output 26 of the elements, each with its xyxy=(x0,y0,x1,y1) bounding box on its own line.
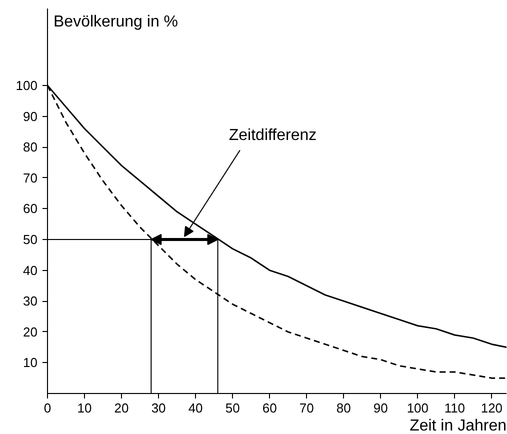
y-tick-label: 60 xyxy=(23,201,38,216)
x-tick-label: 60 xyxy=(262,400,277,416)
x-tick-label: 10 xyxy=(77,400,92,416)
x-tick-label: 20 xyxy=(114,400,129,416)
x-tick-label: 90 xyxy=(373,400,388,416)
y-axis-title: Bevölkerung in % xyxy=(54,14,178,30)
annotation: Zeitdifferenz xyxy=(228,127,317,144)
y-tick-label: 20 xyxy=(23,324,38,340)
x-tick-label: 80 xyxy=(336,400,351,416)
x-tick-label: 50 xyxy=(225,400,240,416)
x-tick-label: 30 xyxy=(151,400,166,416)
x-tick-label: 40 xyxy=(188,400,203,416)
x-tick-label: 0 xyxy=(44,400,52,416)
y-tick-label: 90 xyxy=(23,108,38,124)
y-tick-label: 80 xyxy=(23,140,38,155)
y-tick-label: 40 xyxy=(23,262,38,278)
y-tick-label: 70 xyxy=(23,170,38,186)
y-tick-label: 30 xyxy=(23,294,38,309)
x-tick-label: 120 xyxy=(480,400,503,416)
x-tick-label: 100 xyxy=(406,400,429,416)
y-tick-label: 10 xyxy=(23,355,38,370)
y-tick-label: 50 xyxy=(23,232,38,247)
x-tick-label: 110 xyxy=(444,400,466,416)
x-axis-title: Zeit in Jahren xyxy=(410,418,506,434)
y-tick-label: 100 xyxy=(16,78,38,93)
x-tick-label: 70 xyxy=(299,400,314,416)
